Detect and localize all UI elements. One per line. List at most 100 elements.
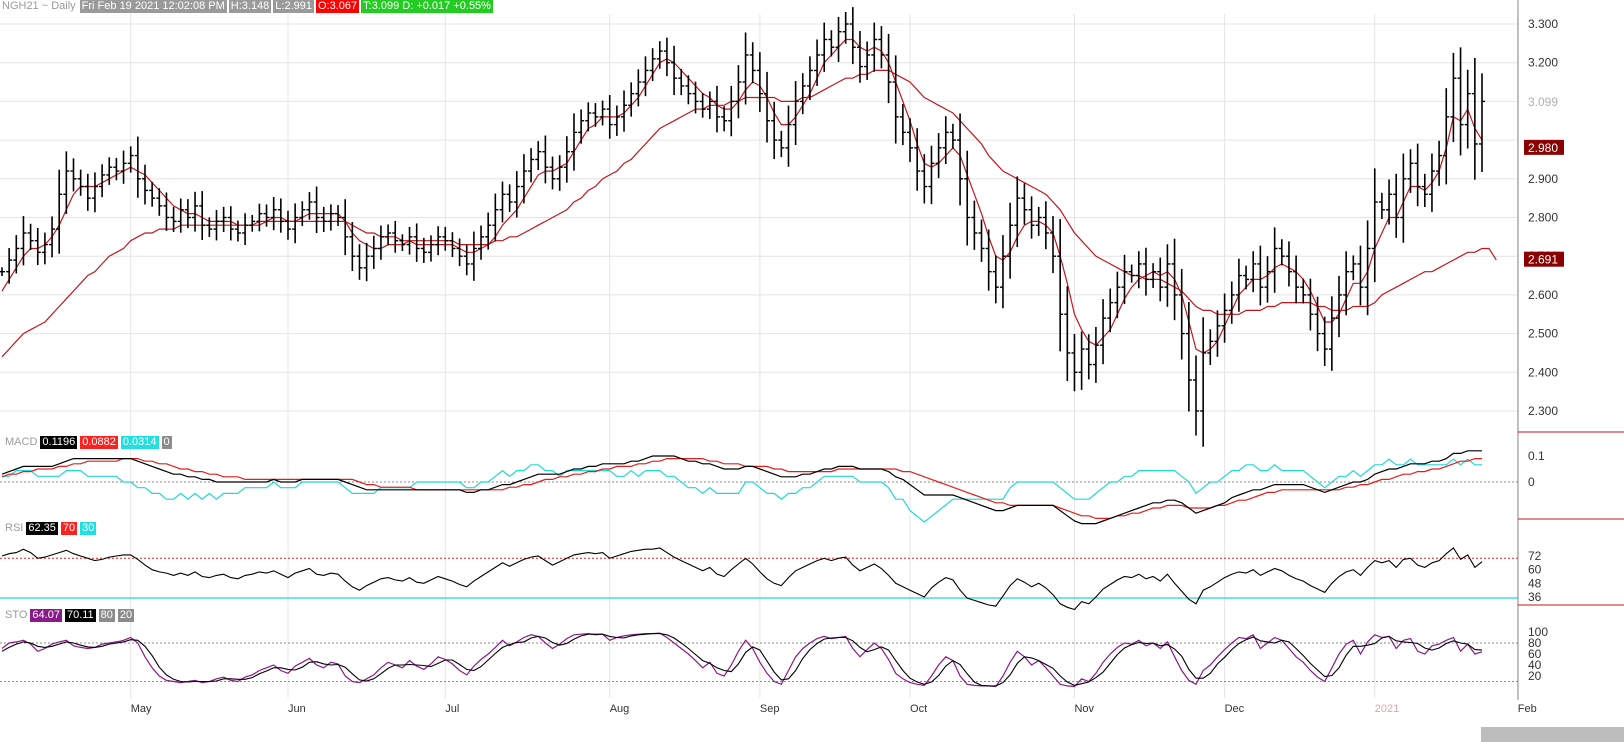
- ohlc-bar: [120, 150, 127, 184]
- ohlc-bar: [535, 141, 542, 171]
- sto-upper-value: 80: [98, 609, 115, 622]
- ohlc-bar: [499, 181, 506, 223]
- macd-histogram-line: [2, 458, 1482, 523]
- ohlc-bar: [692, 81, 699, 114]
- sto-tick-label: 100: [1528, 625, 1548, 639]
- ohlc-bar: [1121, 254, 1128, 305]
- ohlc-bar: [134, 136, 141, 198]
- ohlc-bar: [685, 75, 692, 105]
- ohlc-bar: [1271, 227, 1278, 293]
- ohlc-bar: [1243, 265, 1250, 290]
- ohlc-bar: [56, 169, 63, 254]
- ohlc-bar: [1285, 241, 1292, 287]
- ohlc-bar: [835, 16, 842, 63]
- ohlc-bar: [385, 224, 392, 246]
- ohlc-bar: [99, 164, 106, 198]
- ohlc-bar: [1457, 47, 1464, 156]
- sto-tick-label: 40: [1528, 658, 1542, 672]
- ma-fast-badge-bg: [1524, 139, 1564, 155]
- ohlc-bar: [1028, 196, 1035, 239]
- price-tick-label: 3.300: [1528, 17, 1558, 31]
- ohlc-bar: [735, 65, 742, 119]
- ohlc-bar: [13, 235, 20, 274]
- ohlc-bar: [1343, 251, 1350, 316]
- ohlc-bar: [199, 191, 206, 241]
- ohlc-bar: [1371, 168, 1378, 283]
- ohlc-bar: [1178, 268, 1185, 360]
- ohlc-bar: [699, 92, 706, 118]
- ohlc-bar: [1471, 57, 1478, 180]
- ohlc-bar: [299, 201, 306, 227]
- ohlc-bar: [549, 156, 556, 190]
- month-label: Sep: [760, 703, 780, 715]
- ohlc-bar: [356, 244, 363, 280]
- month-axis: May Jun Jul Aug Sep Oct Nov Dec 2021 Feb: [131, 703, 1537, 715]
- ohlc-bar: [163, 192, 170, 231]
- ohlc-bar: [206, 217, 213, 237]
- ohlc-bar: [992, 255, 999, 304]
- price-tick-label: 2.500: [1528, 327, 1558, 341]
- ohlc-bar: [1128, 264, 1135, 283]
- ohlc-bar: [556, 155, 563, 191]
- ohlc-bar: [949, 123, 956, 149]
- ohlc-bar: [1221, 293, 1228, 343]
- ohlc-bar: [1393, 173, 1400, 238]
- ohlc-bar: [1357, 245, 1364, 306]
- ohlc-bar: [249, 214, 256, 232]
- right-axis: 3.3003.2003.1002.9002.8002.7002.6002.500…: [1517, 0, 1624, 700]
- rsi-tick-label: 60: [1528, 563, 1542, 577]
- price-tick-label: 2.600: [1528, 288, 1558, 302]
- month-label: Nov: [1074, 703, 1094, 715]
- ohlc-bar: [621, 90, 628, 132]
- ohlc-bar: [456, 238, 463, 267]
- month-label: Jun: [288, 703, 306, 715]
- ohlc-bar: [170, 206, 177, 232]
- ohlc-bar: [907, 118, 914, 162]
- macd-value: 0.1196: [40, 436, 78, 449]
- ohlc-bar: [413, 223, 420, 262]
- ohlc-bar: [1378, 192, 1385, 219]
- month-label: Jul: [445, 703, 459, 715]
- ohlc-bar: [327, 204, 334, 231]
- ohlc-bar: [84, 173, 91, 211]
- ohlc-bar: [599, 100, 606, 126]
- rsi-line: [1, 547, 1483, 611]
- ohlc-bar: [463, 244, 470, 276]
- ohlc-bar: [0, 267, 5, 277]
- ohlc-bar: [1450, 52, 1457, 143]
- ohlc-bar: [220, 206, 227, 232]
- ohlc-bar: [1464, 69, 1471, 149]
- ohlc-bar: [942, 116, 949, 165]
- macd-line: [1, 450, 1482, 525]
- macd-signal-value: 0.0882: [80, 436, 118, 449]
- ohlc-bar: [899, 104, 906, 146]
- ohlc-bar: [756, 52, 763, 112]
- ohlc-bar: [785, 105, 792, 167]
- price-tick-label: 2.300: [1528, 404, 1558, 418]
- ohlc-bar: [1007, 202, 1014, 279]
- last-price-badge: 3.099: [1528, 95, 1558, 109]
- ohlc-bar: [449, 232, 456, 257]
- ohlc-bar: [764, 71, 771, 143]
- month-label: May: [131, 703, 152, 715]
- ohlc-bar: [313, 186, 320, 233]
- ohlc-bar: [27, 223, 34, 250]
- ohlc-bar: [342, 199, 349, 256]
- time-scrollbar[interactable]: [1481, 727, 1624, 742]
- ohlc-bar: [1014, 176, 1021, 248]
- ohlc-bar: [1085, 334, 1092, 380]
- ohlc-bar: [814, 39, 821, 86]
- rsi-oversold-value: 30: [80, 522, 97, 535]
- ohlc-bar: [177, 198, 184, 233]
- rsi-title: RSI: [5, 522, 24, 534]
- ma-fast-badge: 2.980: [1528, 141, 1558, 155]
- ohlc-bar: [306, 192, 313, 220]
- ohlc-bar: [1150, 263, 1157, 288]
- rsi-overbought-value: 70: [60, 522, 78, 535]
- ohlc-bar: [542, 135, 549, 184]
- ohlc-bar: [234, 220, 241, 242]
- price-tick-label: 3.200: [1528, 56, 1558, 70]
- month-label: Feb: [1518, 703, 1537, 715]
